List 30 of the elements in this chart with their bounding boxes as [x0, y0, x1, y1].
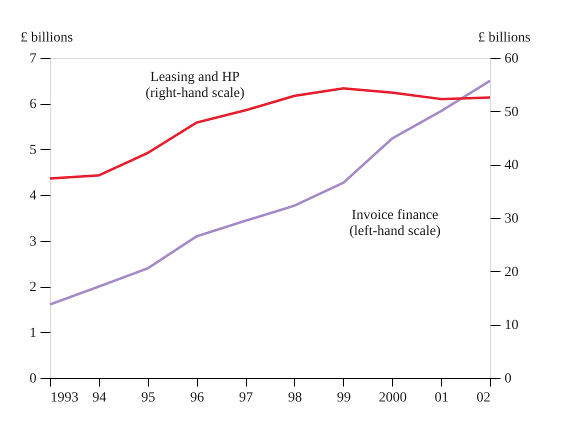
x-tick-label: 98: [288, 390, 302, 406]
y-tick-label: 0: [30, 372, 36, 386]
y-tick-label: 5: [30, 142, 36, 158]
y2-tick-label: 40: [504, 158, 518, 174]
series-label: Invoice finance (left-hand scale): [349, 208, 441, 239]
y2-tick-label: 60: [504, 52, 518, 66]
y2-tick-label: 30: [504, 212, 518, 226]
x-tick-label: 1993: [50, 390, 78, 406]
y2-tick-label: 10: [504, 318, 518, 334]
y-tick-label: 2: [30, 280, 36, 296]
x-tick-label: 95: [141, 390, 156, 406]
line-series: [48, 87, 492, 180]
series-label: Leasing and HP (right-hand scale): [145, 70, 245, 101]
x-tick-label: 96: [190, 390, 204, 406]
y2-tick-label: 50: [504, 104, 518, 120]
x-tick-label: 01: [434, 390, 449, 406]
x-tick-label: 02: [476, 390, 490, 406]
y2-axis-title: £ billions: [478, 30, 530, 46]
x-tick-label: 99: [336, 390, 351, 406]
y-axis-title: £ billions: [20, 30, 74, 46]
y-tick-label: 4: [30, 188, 36, 204]
x-tick-label: 97: [239, 390, 254, 406]
y2-tick-label: 0: [504, 372, 512, 386]
y-tick-label: 6: [30, 97, 36, 112]
y-tick-label: 1: [30, 326, 36, 341]
y-tick-label: 3: [30, 234, 36, 250]
y2-tick-label: 20: [504, 264, 518, 280]
y-tick-label: 7: [30, 52, 36, 66]
x-tick-label: 2000: [378, 390, 407, 406]
x-tick-label: 94: [92, 390, 106, 406]
